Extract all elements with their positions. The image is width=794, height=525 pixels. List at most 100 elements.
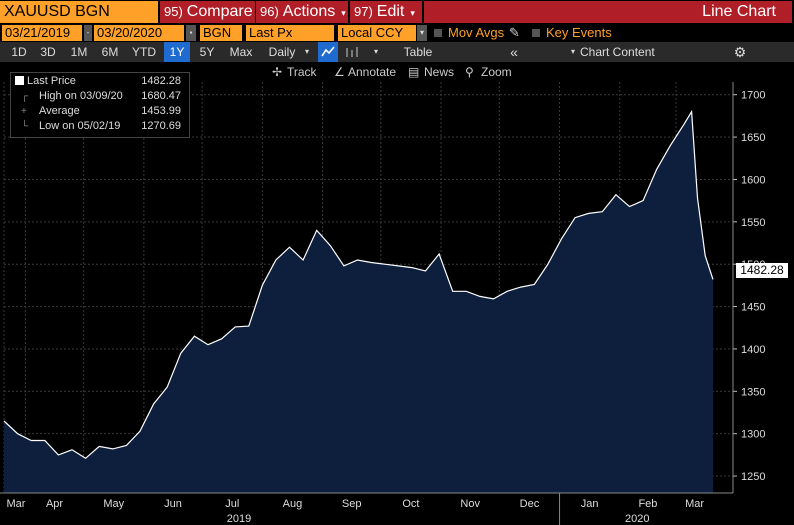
x-tick-label: Nov — [460, 498, 480, 510]
y-tick-label: 1650 — [741, 132, 765, 144]
settings-gear-icon[interactable]: ⚙ — [733, 44, 747, 60]
y-tick-label: 1600 — [741, 174, 765, 186]
key-events-checkbox[interactable] — [532, 29, 540, 37]
actions-number: 96) — [260, 4, 279, 19]
chart-content-caret-icon: ▾ — [570, 47, 575, 56]
price-field[interactable]: Last Px — [246, 25, 334, 41]
actions-button[interactable]: 96) Actions ▾ — [256, 1, 348, 23]
x-tick-label: Aug — [283, 498, 303, 510]
actions-label: Actions — [282, 3, 336, 20]
date-picker-icon[interactable]: ▪ — [186, 25, 196, 41]
high-marker-icon: ┌ — [21, 91, 29, 102]
annotate-tool[interactable]: Annotate — [348, 65, 397, 79]
x-tick-label: Mar — [685, 498, 704, 510]
low-marker-icon: └ — [21, 121, 29, 132]
range-bar: 1D 3D 1M 6M YTD 1Y 5Y Max Daily ▾ ▾ Tabl… — [0, 42, 794, 62]
track-icon: ✢ — [272, 65, 283, 79]
edit-number: 97) — [354, 4, 373, 19]
page-title: Line Chart — [424, 1, 792, 23]
annotate-icon: ∠ — [334, 65, 345, 79]
last-price-tag: 1482.28 — [736, 263, 788, 278]
date-separator: - — [84, 25, 92, 41]
price-chart[interactable]: 1250130013501400145015001550160016501700… — [0, 82, 794, 525]
range-button[interactable]: 3D — [40, 45, 56, 59]
compare-number: 95) — [164, 4, 183, 19]
legend-average-label: Average — [39, 105, 80, 117]
edit-caret-icon: ▾ — [410, 8, 415, 18]
x-tick-label: Sep — [342, 498, 362, 510]
legend-high-value: 1680.47 — [141, 90, 181, 102]
edit-label: Edit — [376, 3, 405, 20]
chart-tools: ✢ Track ∠ Annotate ▤ News ⚲ Zoom — [0, 62, 794, 82]
legend-low-value: 1270.69 — [141, 120, 181, 132]
pencil-icon[interactable]: ✎ — [509, 25, 520, 40]
edit-button[interactable]: 97) Edit ▾ — [350, 1, 422, 23]
mov-avgs-label[interactable]: Mov Avgs — [448, 25, 505, 40]
table-button[interactable]: Table — [403, 45, 433, 59]
y-tick-label: 1350 — [741, 386, 765, 398]
source-field[interactable]: BGN — [200, 25, 242, 41]
compare-button[interactable]: 95) Compare — [160, 1, 255, 23]
range-button[interactable]: Max — [229, 45, 253, 59]
compare-label: Compare — [186, 3, 253, 20]
frequency-dropdown[interactable]: Daily — [268, 45, 296, 59]
x-tick-label: Jun — [164, 498, 182, 510]
y-axis: 1250130013501400145015001550160016501700 — [732, 82, 765, 493]
y-tick-label: 1700 — [741, 90, 765, 102]
year-label: 2020 — [625, 513, 649, 525]
chart-type-caret-icon[interactable]: ▾ — [373, 47, 378, 56]
range-button[interactable]: 1D — [11, 45, 27, 59]
range-button-selected[interactable]: 1Y — [164, 42, 190, 62]
x-tick-label: Apr — [46, 498, 63, 510]
start-date-field[interactable]: 03/21/2019 — [2, 25, 82, 41]
x-tick-label: Oct — [402, 498, 419, 510]
y-tick-label: 1550 — [741, 217, 765, 229]
command-bar: XAUUSD BGN Curncy 95)Compare 96)Actions ▾… — [0, 0, 794, 42]
currency-dropdown-icon[interactable]: ▾ — [417, 25, 427, 41]
news-tool[interactable]: News — [424, 65, 455, 79]
x-tick-label: Jan — [581, 498, 599, 510]
legend-low-label: Low on 05/02/19 — [39, 120, 121, 132]
chart-legend: Last Price 1482.28 ┌ High on 03/09/20 168… — [10, 72, 190, 138]
end-date-field[interactable]: 03/20/2020 — [94, 25, 184, 41]
average-marker-icon: + — [21, 106, 27, 117]
y-tick-label: 1450 — [741, 302, 765, 314]
x-tick-label: Mar — [7, 498, 26, 510]
legend-row-last: Last Price 1482.28 — [15, 74, 185, 89]
range-button[interactable]: 6M — [101, 45, 119, 59]
price-area-fill — [4, 111, 713, 493]
collapse-icon[interactable]: « — [510, 44, 518, 60]
line-chart-icon[interactable] — [318, 42, 338, 62]
year-label: 2019 — [227, 513, 251, 525]
y-tick-label: 1250 — [741, 471, 765, 483]
y-tick-label: 1300 — [741, 429, 765, 441]
last-price-swatch — [15, 76, 24, 85]
security-field[interactable]: XAUUSD BGN Curncy — [0, 1, 158, 42]
range-button[interactable]: 1M — [70, 45, 88, 59]
chart-type-icon[interactable] — [340, 42, 364, 62]
legend-last-label: Last Price — [27, 75, 76, 87]
key-events-label[interactable]: Key Events — [546, 25, 612, 40]
mov-avgs-checkbox[interactable] — [434, 29, 442, 37]
range-button[interactable]: 5Y — [199, 45, 215, 59]
price-line — [3, 109, 714, 460]
legend-row-low: └ Low on 05/02/19 1270.69 — [15, 119, 185, 134]
y-tick-label: 1400 — [741, 344, 765, 356]
legend-last-value: 1482.28 — [141, 75, 181, 87]
settings-bar: 03/21/2019 - 03/20/2020 ▪ BGN Last Px Lo… — [0, 24, 794, 42]
x-tick-label: Feb — [638, 498, 657, 510]
range-button[interactable]: YTD — [132, 45, 156, 59]
chart-content-button[interactable]: Chart Content — [580, 45, 655, 59]
x-axis: Mar Apr May Jun Jul Aug Sep Oct Nov Dec Jan Feb Mar 2… — [0, 492, 733, 525]
legend-row-average: + Average 1453.99 — [15, 104, 185, 119]
zoom-tool[interactable]: Zoom — [481, 65, 512, 79]
track-tool[interactable]: Track — [287, 65, 317, 79]
currency-field[interactable]: Local CCY — [338, 25, 416, 41]
frequency-caret-icon: ▾ — [304, 47, 309, 56]
x-tick-label: May — [103, 498, 124, 510]
x-tick-label: Jul — [225, 498, 239, 510]
legend-average-value: 1453.99 — [141, 105, 181, 117]
legend-high-label: High on 03/09/20 — [39, 90, 123, 102]
zoom-icon: ⚲ — [465, 65, 474, 79]
x-tick-label: Dec — [520, 498, 540, 510]
